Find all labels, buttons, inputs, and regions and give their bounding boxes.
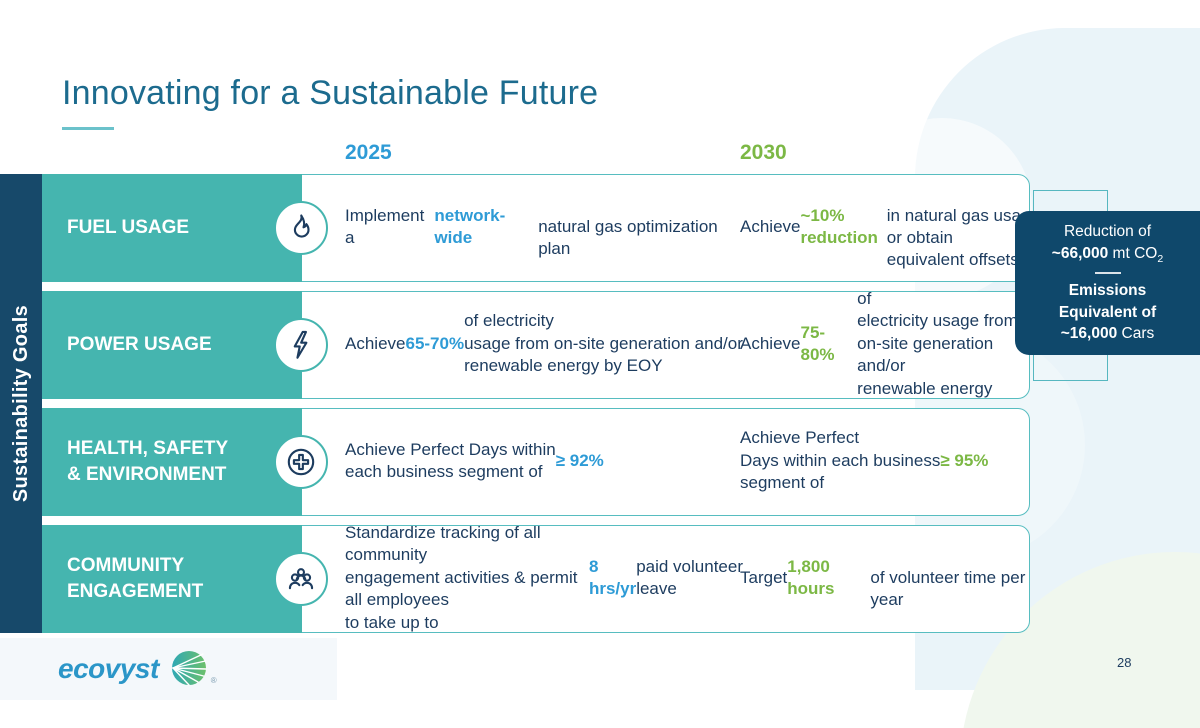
callout-divider [1094,272,1121,275]
page-title: Innovating for a Sustainable Future [62,74,599,112]
callout-line: Reduction of [1063,223,1152,241]
column-header-2025: 2025 [345,141,392,164]
registered-mark: ® [210,676,217,685]
globe-icon [171,651,207,686]
goal-label: COMMUNITY ENGAGEMENT [42,525,302,633]
logo-band: ecovyst ® [0,638,337,700]
goal-row-fuel-usage: FUEL USAGE Implement a network-wide natu… [0,174,1200,282]
goal-label: FUEL USAGE [42,174,302,282]
emissions-callout: Reduction of ~66,000 mt CO2 Emissions Eq… [1015,211,1200,355]
goal-row-health-safety: HEALTH, SAFETY & ENVIRONMENT Achieve Per… [0,408,1200,516]
goal-row-box [300,291,1030,399]
goal-row-box [300,174,1030,282]
goal-row-power-usage: POWER USAGE Achieve 65-70% of electricit… [0,288,1200,399]
people-icon [274,552,328,606]
callout-line: ~16,000 Cars [1060,325,1155,343]
goal-2025-text: Achieve Perfect Days within each busines… [345,439,604,481]
goal-label: POWER USAGE [42,291,302,399]
medical-cross-icon [274,435,328,489]
goal-2030-text: Achieve 75-80% of electricity usage from… [740,288,1018,398]
sidebar: Sustainability Goals [0,174,42,633]
goal-row-box [300,525,1030,633]
goal-2025-text: Achieve 65-70% of electricity usage from… [345,311,743,376]
goal-2030-text: Achieve Perfect Days within each busines… [740,428,989,493]
column-header-2030: 2030 [740,141,787,164]
goal-row-community: COMMUNITY ENGAGEMENT Standardize trackin… [0,522,1200,633]
lightning-icon [274,318,328,372]
goal-2030-text: Achieve ~10% reduction in natural gas us… [740,205,1040,270]
goal-label: HEALTH, SAFETY & ENVIRONMENT [42,408,302,516]
goal-2030-text: Target 1,800 hours of volunteer time per… [740,556,1026,610]
callout-line: Emissions Equivalent of [1058,282,1157,321]
goal-2025-text: Standardize tracking of all community en… [345,522,743,632]
callout-line: ~66,000 mt CO2 [1051,244,1164,265]
goal-2025-text: Implement a network-wide natural gas opt… [345,205,718,259]
page-number: 28 [1117,655,1132,670]
title-underline [62,127,114,130]
logo-wordmark: ecovyst [58,653,159,684]
flame-icon [274,201,328,255]
ecovyst-logo: ecovyst ® [58,647,217,691]
